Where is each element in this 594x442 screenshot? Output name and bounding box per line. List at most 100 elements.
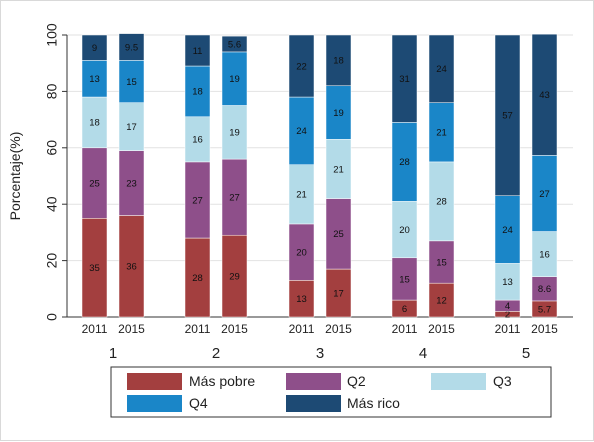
bar-value-label: 27 [192,195,203,206]
bar-segment [288,164,315,225]
x-tick-label: 2015 [531,322,558,336]
bar-segment [184,65,211,118]
y-tick-label: 80 [44,83,60,99]
bar-value-label: 19 [333,108,344,119]
bar-segment [288,34,315,98]
bar-segment [118,33,145,61]
bar-value-label: 18 [89,118,100,129]
bar-value-label: 15 [126,77,137,88]
y-axis-title: Porcentaje(%) [7,132,23,221]
bar-value-label: 28 [436,197,447,208]
x-tick-label: 2015 [118,322,145,336]
group-label: 4 [419,345,427,362]
bar-value-label: 18 [192,87,203,98]
bar-value-label: 35 [89,263,100,274]
bar-segment [81,147,108,219]
bar-segment [391,257,418,301]
bar-value-label: 31 [399,74,410,85]
group-label: 2 [212,345,220,362]
bar-value-label: 28 [192,273,203,284]
bar-segment [81,60,108,98]
x-tick-label: 2015 [428,322,455,336]
bar-value-label: 25 [89,178,100,189]
bar-value-label: 19 [229,128,240,139]
bar-segment [221,51,248,106]
x-tick-label: 2015 [221,322,248,336]
bar-value-label: 57 [502,111,513,122]
legend-swatch [286,373,341,390]
bar-value-label: 19 [229,74,240,85]
bar-value-label: 18 [333,56,344,67]
bar-value-label: 36 [126,262,137,273]
bar-value-label: 5.6 [228,39,241,50]
legend-label: Más pobre [189,373,255,389]
bar-value-label: 24 [296,126,307,137]
bar-value-label: 28 [399,157,410,168]
bar-value-label: 13 [296,294,307,305]
legend-swatch [286,395,341,412]
bar-segment [118,215,145,318]
legend-label: Q2 [347,373,366,389]
bar-value-label: 6 [402,304,407,315]
legend-swatch [127,373,182,390]
bar-value-label: 5.7 [538,304,551,315]
bar-segment [81,34,108,61]
plot-area [67,35,573,317]
x-tick-label: 2011 [185,322,211,336]
bar-segment [531,155,558,232]
bar-segment [428,282,455,318]
bar-value-label: 9.5 [125,42,138,53]
bar-segment [221,234,248,318]
bar-segment [531,33,558,156]
bar-segment [288,223,315,281]
bar-segment [391,34,418,123]
legend-label: Q4 [189,395,208,411]
legend-label: Q3 [493,373,512,389]
bar-segment [325,268,352,318]
bar-value-label: 8.6 [538,284,551,295]
x-tick-label: 2011 [495,322,521,336]
bar-value-label: 12 [436,295,447,306]
bar-value-label: 29 [229,271,240,282]
y-tick-label: 40 [44,196,60,212]
legend-label: Más rico [347,395,400,411]
bar-segment [325,139,352,199]
bar-segment [221,105,248,160]
bar-segment [184,34,211,67]
bar-segment [391,122,418,202]
bar-value-label: 13 [89,74,100,85]
y-tick-label: 0 [44,313,60,321]
bar-segment [81,218,108,318]
bar-value-label: 9 [92,43,97,54]
x-tick-label: 2011 [289,322,315,336]
bar-segment [118,60,145,103]
bar-value-label: 23 [126,178,137,189]
x-tick-label: 2011 [392,322,418,336]
bar-value-label: 24 [436,64,447,75]
bar-segment [221,158,248,236]
x-tick-label: 2011 [82,322,108,336]
bar-segment [221,35,248,53]
bar-segment [428,34,455,103]
bar-value-label: 17 [333,288,344,299]
bar-value-label: 21 [436,128,447,139]
bar-value-label: 15 [399,274,410,285]
bar-segment [391,201,418,259]
bar-segment [531,276,558,302]
bar-value-label: 11 [193,46,203,57]
legend-swatch [127,395,182,412]
bar-value-label: 27 [539,189,550,200]
bar-segment [184,161,211,239]
group-label: 3 [316,345,324,362]
bar-value-label: 27 [229,192,240,203]
bar-segment [325,198,352,270]
bar-value-label: 13 [502,277,513,288]
bar-value-label: 4 [505,301,510,312]
y-tick-label: 100 [44,23,60,47]
bar-value-label: 15 [436,257,447,268]
bar-value-label: 20 [399,225,410,236]
bar-value-label: 25 [333,229,344,240]
bar-value-label: 16 [539,249,550,260]
